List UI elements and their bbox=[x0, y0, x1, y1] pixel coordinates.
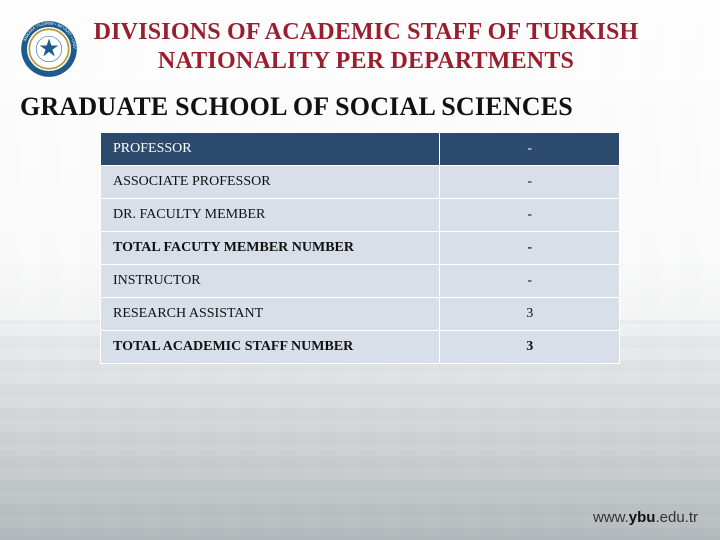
table-row: PROFESSOR- bbox=[101, 133, 620, 166]
table-row: TOTAL FACUTY MEMBER NUMBER- bbox=[101, 232, 620, 265]
table-cell-value: 3 bbox=[440, 331, 620, 364]
footer-bold: ybu bbox=[629, 509, 656, 526]
slide-content: ANKARA YILDIRIM • BEYAZIT • UNIV DIVISIO… bbox=[0, 0, 720, 540]
footer-suffix: .edu.tr bbox=[655, 509, 698, 526]
table-row: ASSOCIATE PROFESSOR- bbox=[101, 166, 620, 199]
table-cell-label: PROFESSOR bbox=[101, 133, 440, 166]
table-row: INSTRUCTOR- bbox=[101, 265, 620, 298]
table-cell-value: - bbox=[440, 232, 620, 265]
header: ANKARA YILDIRIM • BEYAZIT • UNIV DIVISIO… bbox=[20, 18, 700, 78]
slide-title: DIVISIONS OF ACADEMIC STAFF OF TURKISH N… bbox=[32, 18, 700, 76]
table-row: DR. FACULTY MEMBER- bbox=[101, 199, 620, 232]
table-cell-value: - bbox=[440, 199, 620, 232]
slide-subtitle: GRADUATE SCHOOL OF SOCIAL SCIENCES bbox=[20, 92, 700, 122]
footer-prefix: www. bbox=[593, 509, 629, 526]
table-cell-label: DR. FACULTY MEMBER bbox=[101, 199, 440, 232]
table-cell-value: - bbox=[440, 166, 620, 199]
table-cell-label: TOTAL ACADEMIC STAFF NUMBER bbox=[101, 331, 440, 364]
table-cell-label: TOTAL FACUTY MEMBER NUMBER bbox=[101, 232, 440, 265]
table-cell-value: 3 bbox=[440, 298, 620, 331]
title-line-2: NATIONALITY PER DEPARTMENTS bbox=[158, 48, 574, 74]
table-cell-label: RESEARCH ASSISTANT bbox=[101, 298, 440, 331]
staff-table: PROFESSOR-ASSOCIATE PROFESSOR-DR. FACULT… bbox=[100, 132, 620, 364]
table-cell-label: ASSOCIATE PROFESSOR bbox=[101, 166, 440, 199]
title-line-1: DIVISIONS OF ACADEMIC STAFF OF TURKISH bbox=[94, 19, 639, 45]
table-cell-label: INSTRUCTOR bbox=[101, 265, 440, 298]
table-row: RESEARCH ASSISTANT3 bbox=[101, 298, 620, 331]
staff-table-body: PROFESSOR-ASSOCIATE PROFESSOR-DR. FACULT… bbox=[101, 133, 620, 364]
table-cell-value: - bbox=[440, 265, 620, 298]
footer-url: www.ybu.edu.tr bbox=[593, 509, 698, 526]
table-cell-value: - bbox=[440, 133, 620, 166]
table-row: TOTAL ACADEMIC STAFF NUMBER3 bbox=[101, 331, 620, 364]
